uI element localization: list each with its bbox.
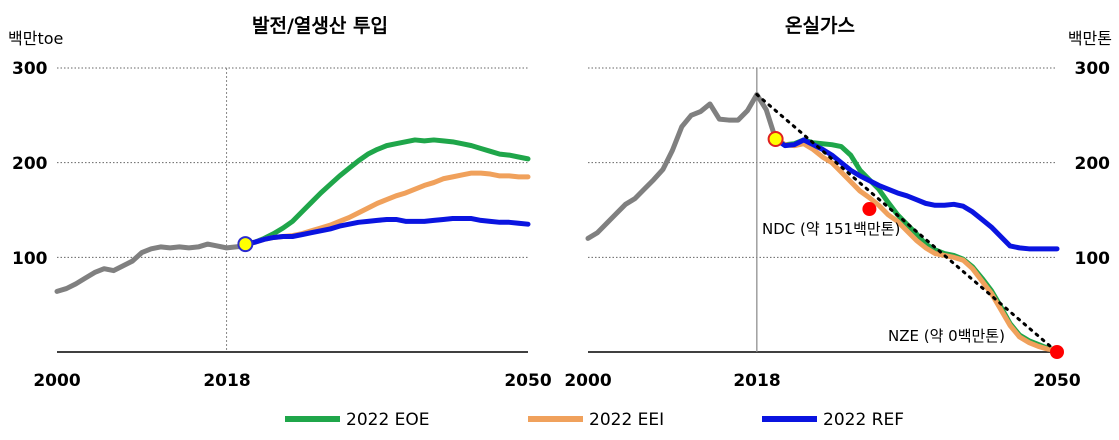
chart-ghg: 온실가스 백만톤 NDC (약 151백만톤) NZE (약 0백만톤) 200… [564,15,1112,391]
series-line-2022-ref [773,136,1060,252]
data-marker [1050,345,1064,359]
y-tick-label: 200 [1075,154,1111,174]
legend-label: 2022 REF [823,410,904,430]
y-tick-label: 100 [1075,249,1111,269]
legend-item-eei: 2022 EEI [528,410,664,430]
chart-power-heat-input: 발전/열생산 투입 백만toe 2000 2018 2050 100 200 3… [8,15,552,391]
unit-label: 백만톤 [1068,29,1112,48]
legend-label: 2022 EEI [589,410,664,430]
x-tick-label: 2050 [504,371,551,391]
y-tick-label: 200 [12,154,48,174]
x-tick-label: 2000 [564,371,611,391]
series-line-history [585,92,779,241]
target-path-line [755,93,1059,354]
legend: 2022 EOE 2022 EEI 2022 REF [285,410,904,430]
chart-title: 온실가스 [785,15,855,37]
nze-annotation: NZE (약 0백만톤) [888,327,1005,345]
legend-item-ref: 2022 REF [762,410,904,430]
y-tick-label: 300 [1075,59,1111,79]
data-marker [862,202,877,217]
x-tick-label: 2050 [1033,371,1080,391]
data-marker [767,131,784,147]
x-tick-label: 2000 [33,371,80,391]
series-line-2022-eoe [242,137,531,247]
series-line-history [54,241,248,294]
series-line-2022-eei [773,136,1060,353]
ndc-annotation: NDC (약 151백만톤) [762,220,900,238]
series-line-2022-ref [242,216,531,247]
unit-label: 백만toe [8,29,63,48]
x-tick-label: 2018 [733,371,780,391]
legend-label: 2022 EOE [346,410,430,430]
chart-title: 발전/열생산 투입 [252,15,388,37]
y-tick-label: 100 [12,249,48,269]
legend-item-eoe: 2022 EOE [285,410,430,430]
x-tick-label: 2018 [203,371,250,391]
data-marker [237,236,254,253]
y-tick-label: 300 [12,59,48,79]
series-line-2022-eei [242,170,531,247]
